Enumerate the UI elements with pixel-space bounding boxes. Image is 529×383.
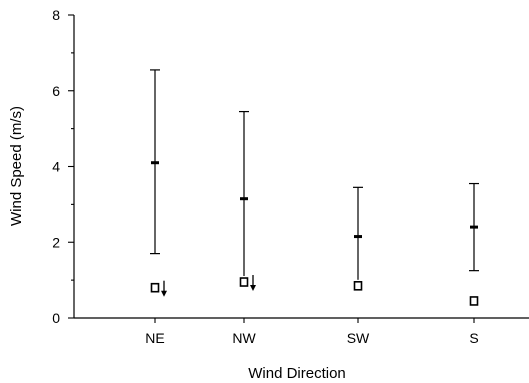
minimum-marker	[469, 296, 479, 306]
y-ticks: 0 2 4 6 8	[52, 7, 74, 326]
x-tick-label: SW	[347, 330, 370, 346]
x-tick-label: S	[469, 330, 478, 346]
y-tick-label: 2	[52, 234, 60, 250]
y-tick-label: 8	[52, 7, 60, 23]
minimum-marker	[150, 282, 160, 293]
data-marks	[150, 69, 479, 306]
y-tick-label: 4	[52, 159, 60, 175]
down-arrowhead	[250, 285, 256, 292]
y-tick-label: 6	[52, 83, 60, 99]
minimum-marker	[239, 277, 249, 287]
y-axis-title: Wind Speed (m/s)	[8, 106, 25, 226]
minimum-marker	[353, 281, 363, 291]
x-axis-title: Wind Direction	[248, 365, 346, 382]
x-ticks: NE NW SW S	[145, 318, 479, 346]
x-tick-label: NW	[232, 330, 256, 346]
down-arrowhead	[161, 290, 167, 297]
x-tick-label: NE	[145, 330, 164, 346]
y-tick-label: 0	[52, 310, 60, 326]
